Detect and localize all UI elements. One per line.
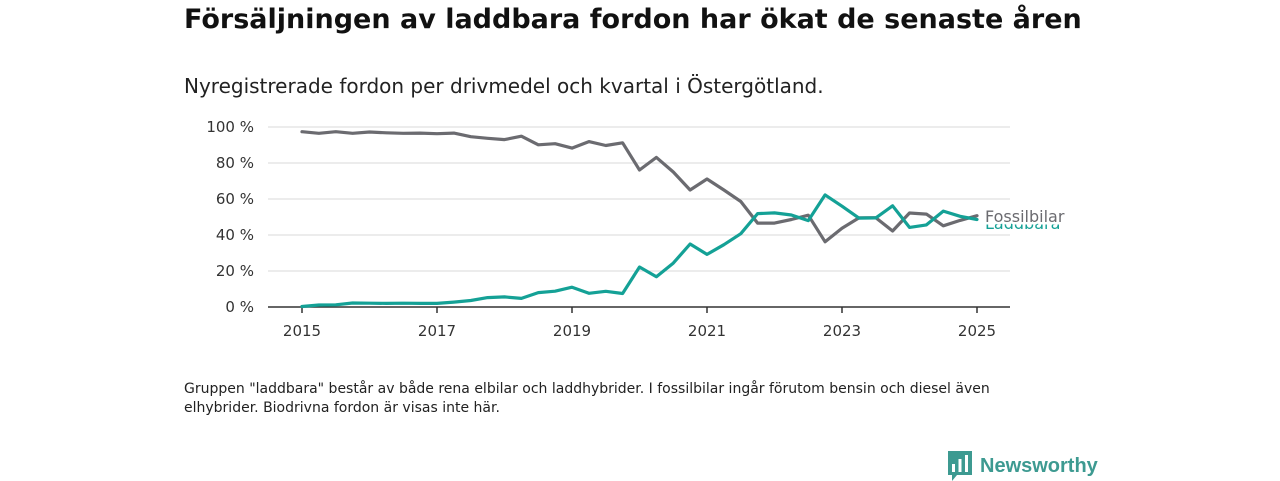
line-chart: 0 % 20 % 40 % 60 % 80 % 100 % 2015 2017 2019 2021…	[206, 118, 1065, 340]
y-tick-label: 80 %	[216, 154, 254, 172]
x-tick-label: 2019	[553, 322, 591, 340]
x-tick-label: 2015	[283, 322, 321, 340]
x-tick-label: 2023	[823, 322, 861, 340]
brand-name: Newsworthy	[980, 454, 1098, 477]
chart-title: Försäljningen av laddbara fordon har öka…	[184, 4, 1082, 35]
newsworthy-logo-icon	[948, 451, 972, 481]
chart-footnote: Gruppen "laddbara" består av både rena e…	[184, 381, 990, 416]
series-end-label: Fossilbilar	[985, 207, 1065, 226]
brand-logo: Newsworthy	[948, 451, 1098, 481]
series-line-laddbara	[300, 193, 979, 309]
series-line-fossilbilar	[300, 130, 979, 244]
x-tick-label: 2017	[418, 322, 456, 340]
y-tick-label: 20 %	[216, 262, 254, 280]
chart-subtitle: Nyregistrerade fordon per drivmedel och …	[184, 74, 824, 98]
series-end-label: Laddbara	[985, 214, 1060, 233]
x-tick-label: 2025	[958, 322, 996, 340]
y-tick-label: 60 %	[216, 190, 254, 208]
y-tick-label: 0 %	[225, 298, 254, 316]
y-tick-label: 40 %	[216, 226, 254, 244]
y-tick-label: 100 %	[206, 118, 254, 136]
x-tick-label: 2021	[688, 322, 726, 340]
